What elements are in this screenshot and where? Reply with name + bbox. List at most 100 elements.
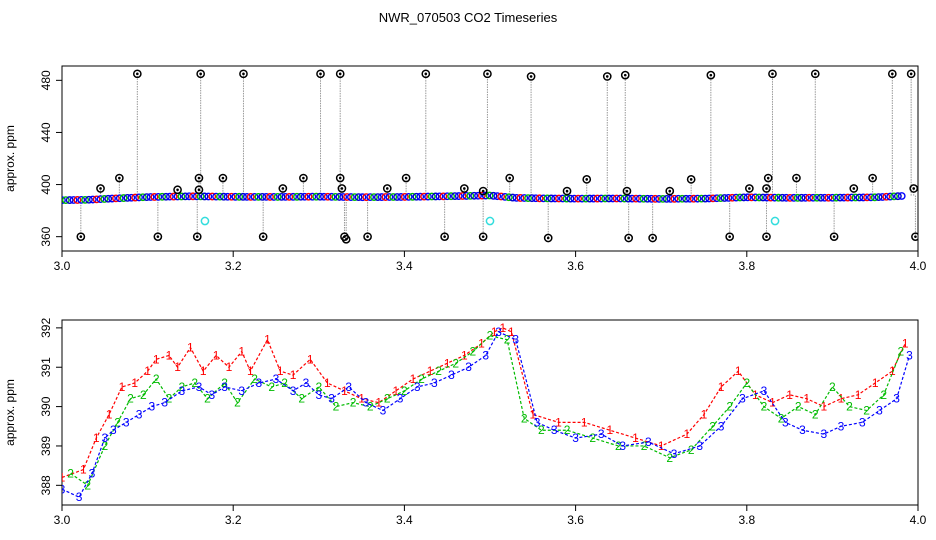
baseline-point [662,194,671,203]
baseline-point [778,193,787,202]
series-2-point: 2 [401,384,408,398]
baseline-point [528,194,536,203]
outlier-point-core [529,75,533,78]
outlier-point [686,174,696,184]
baseline-point [535,194,544,203]
series-2-point: 2 [418,372,425,386]
series-2-point: 2 [504,333,511,347]
baseline-point [443,192,452,201]
outlier-point [763,173,773,183]
outlier-point-core [261,235,265,238]
baseline-point [277,192,286,201]
baseline-point [447,192,455,201]
y-tick-label: 391 [39,357,53,377]
outlier-point [762,232,771,242]
baseline-point [231,192,240,201]
series-3-point: 3 [838,419,845,433]
outlier-point-core [912,187,916,190]
outlier-point-core [546,236,550,240]
baseline-point [851,193,860,202]
series-3-point: 3 [303,376,310,390]
baseline-point [659,194,667,203]
outlier-point-core [195,235,199,238]
x-tick-label: 3.2 [225,513,242,527]
baseline-point [273,193,282,201]
x-tick-label: 3.6 [567,259,584,273]
baseline-point [751,193,760,202]
x-tick-label: 3.8 [738,259,755,273]
outlier-point-core [197,176,201,180]
baseline-point [732,193,740,202]
baseline-point [867,193,875,202]
baseline-point [420,192,428,201]
baseline-point [427,192,436,201]
series-3-point: 3 [149,400,156,414]
baseline-point [774,193,783,202]
baseline-point [451,192,459,201]
outlier-point [192,232,202,242]
series-1-point: 1 [769,396,776,410]
series-2-point: 2 [564,423,571,437]
baseline-point [397,193,405,201]
series-1-point: 1 [166,348,173,362]
baseline-point [716,194,725,203]
baseline-point [246,192,255,201]
outlier-point [483,69,492,79]
baseline-point [185,192,194,201]
baseline-point [439,192,448,201]
plot-frame [61,65,919,252]
baseline-point [331,192,340,201]
outlier-point [382,184,392,193]
outlier-point [543,233,553,243]
baseline-point [639,194,648,203]
baseline-point [608,194,617,203]
baseline-point [458,192,467,200]
baseline-point [578,194,586,203]
outlier-point-core [832,235,836,238]
series-2-point: 2 [761,400,768,414]
baseline-point [477,191,486,200]
baseline-point [612,194,621,203]
outlier-point [194,185,204,195]
baseline-point [501,192,509,201]
series-1-point: 1 [820,400,827,414]
series-2-point: 2 [829,380,836,394]
baseline-point [127,193,136,202]
baseline-point [150,193,159,201]
series-3-point: 3 [782,415,789,429]
baseline-point [805,193,814,202]
outlier-point [115,173,124,183]
baseline-point [204,192,213,201]
outlier-point [562,186,572,196]
baseline-point [339,193,348,201]
x-tick-label: 4.0 [910,513,927,527]
baseline-point [693,194,702,203]
baseline-point [574,194,583,203]
baseline-point [235,192,244,201]
baseline-point [547,194,556,203]
series-1-point: 1 [375,396,382,410]
outlier-point-core [891,72,894,76]
outlier-point [337,184,347,193]
baseline-point [135,193,143,202]
y-tick-label: 389 [39,436,53,456]
series-2-point: 2 [251,372,258,386]
outlier-point-core [795,176,798,180]
series-1-point: 1 [735,364,742,378]
baseline-point [138,193,147,202]
outlier-point-core [443,235,446,238]
series-3-point: 3 [482,348,489,362]
baseline-point [216,192,224,201]
baseline-point [897,192,906,200]
series-2-point: 2 [191,376,198,390]
baseline-point [651,194,660,203]
series-1-point: 1 [581,415,588,429]
series-1-point: 1 [226,360,233,374]
baseline-point [720,194,729,202]
series-1-point: 1 [290,368,297,382]
series-1-point: 1 [632,431,639,445]
baseline-point [320,192,328,201]
outlier-point-core [242,72,245,76]
outlier-point [725,232,735,242]
outlier-point [335,69,345,79]
